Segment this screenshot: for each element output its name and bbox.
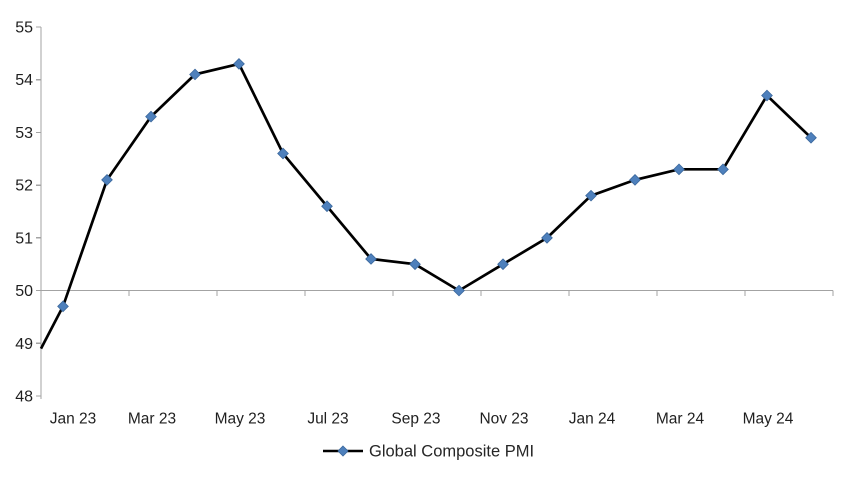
x-axis-tick-label: Nov 23 xyxy=(479,411,528,428)
y-axis-tick-label: 50 xyxy=(15,283,33,300)
data-point-marker xyxy=(409,258,421,271)
x-axis-tick-label: May 23 xyxy=(215,411,266,428)
data-point-marker xyxy=(453,284,465,297)
data-point-marker xyxy=(805,131,817,144)
data-point-marker xyxy=(629,174,641,186)
data-point-marker xyxy=(673,163,685,176)
x-axis-tick-label: Jan 23 xyxy=(50,411,97,428)
y-axis-tick-label: 48 xyxy=(15,389,33,406)
y-axis-tick-label: 52 xyxy=(15,178,33,195)
data-point-marker xyxy=(145,110,157,123)
x-axis-tick-label: Jul 23 xyxy=(307,411,348,428)
x-axis-tick-label: Mar 24 xyxy=(656,411,705,428)
data-point-marker xyxy=(189,68,201,81)
legend-label: Global Composite PMI xyxy=(369,443,534,461)
x-axis-tick-label: May 24 xyxy=(743,411,794,428)
data-point-marker xyxy=(497,258,509,271)
data-point-marker xyxy=(541,231,553,244)
data-point-marker xyxy=(321,200,333,213)
data-point-marker xyxy=(277,147,289,160)
y-axis-tick-label: 55 xyxy=(15,20,33,37)
data-point-marker xyxy=(233,58,245,70)
pmi-series-line xyxy=(39,62,812,350)
legend-marker-icon xyxy=(337,445,349,457)
data-point-marker xyxy=(585,189,597,202)
x-axis-tick-label: Mar 23 xyxy=(128,411,176,428)
x-axis-tick-label: Jan 24 xyxy=(569,411,616,428)
y-axis-tick-label: 49 xyxy=(15,336,33,353)
data-point-marker xyxy=(365,253,377,265)
y-axis-tick-label: 53 xyxy=(15,125,33,142)
data-point-marker xyxy=(101,174,113,186)
data-point-marker xyxy=(761,89,773,102)
y-axis-tick-label: 54 xyxy=(15,72,33,89)
y-axis-tick-label: 51 xyxy=(15,230,33,247)
data-point-marker xyxy=(57,300,69,313)
x-axis-tick-label: Sep 23 xyxy=(391,411,440,428)
data-point-marker xyxy=(717,163,729,176)
